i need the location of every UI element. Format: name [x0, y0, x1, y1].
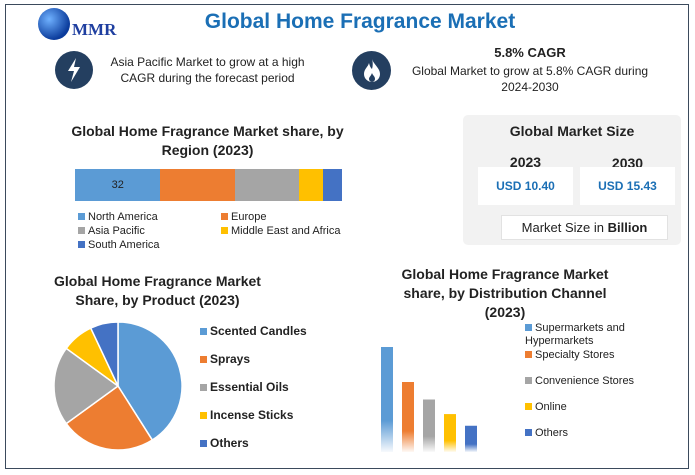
legend-swatch: [525, 429, 532, 436]
legend-label: Middle East and Africa: [231, 225, 341, 237]
distribution-chart-title: Global Home Fragrance Market share, by D…: [401, 266, 609, 320]
frame: [5, 4, 689, 469]
legend-item-incense-sticks: Incense Sticks: [200, 408, 307, 436]
legend-label: Others: [210, 436, 249, 450]
legend-swatch: [221, 213, 228, 220]
bar-online: [444, 414, 456, 452]
legend-swatch: [525, 351, 532, 358]
legend-swatch: [200, 412, 207, 419]
legend-swatch: [200, 328, 207, 335]
lightning-icon: [55, 51, 93, 89]
unit-bold: Billion: [607, 220, 648, 235]
flame-icon: [352, 51, 391, 90]
cagr-heading: 5.8% CAGR: [494, 45, 566, 60]
legend-swatch: [200, 440, 207, 447]
legend-label: Europe: [231, 211, 267, 223]
legend-label: Asia Pacific: [88, 225, 145, 237]
legend-item-specialty-stores: Specialty Stores: [525, 349, 665, 375]
legend-label: Supermarkets and Hypermarkets: [525, 322, 625, 347]
bar-segment-middle-east-and-africa: [299, 169, 324, 201]
legend-item-europe: Europe: [221, 211, 368, 223]
bar-others: [465, 425, 477, 452]
legend-label: Specialty Stores: [535, 349, 615, 361]
legend-item-south-america: South America: [78, 239, 221, 251]
legend-swatch: [200, 384, 207, 391]
legend-item-middle-east-and-africa: Middle East and Africa: [221, 225, 368, 237]
distribution-legend: Supermarkets and Hypermarkets Specialty S…: [525, 322, 665, 453]
pie-slice-essential-oils: [53, 347, 120, 425]
data-label: 32: [111, 179, 124, 191]
cagr-text: Global Market to grow at 5.8% CAGR durin…: [411, 64, 649, 94]
legend-label: Others: [535, 427, 569, 439]
legend-swatch: [78, 227, 85, 234]
bar-segment-north-america: 32: [75, 169, 161, 201]
bar-segment-south-america: [323, 169, 342, 201]
legend-swatch: [200, 356, 207, 363]
legend-item-scented-candles: Scented Candles: [200, 324, 307, 352]
bar-segment-asia-pacific: [235, 169, 300, 201]
legend-swatch: [525, 403, 532, 410]
legend-label: Online: [535, 401, 567, 413]
bar-specialty-stores: [402, 382, 414, 452]
legend-swatch: [221, 227, 228, 234]
legend-label: Incense Sticks: [210, 408, 294, 422]
legend-label: South America: [88, 239, 160, 251]
logo-text: MMR: [72, 20, 117, 39]
pie-slice-others: [89, 321, 119, 387]
region-stacked-bar: 32: [75, 169, 342, 201]
legend-label: Sprays: [210, 352, 251, 366]
globe-icon: [38, 8, 70, 40]
year-2023: 2023: [509, 154, 542, 170]
legend-item-convenience-stores: Convenience Stores: [525, 375, 665, 401]
value-2030: USD 15.43: [580, 167, 675, 205]
legend-swatch: [525, 377, 532, 384]
value-2023: USD 10.40: [478, 167, 573, 205]
legend-label: North America: [88, 211, 158, 223]
bar-segment-europe: [160, 169, 236, 201]
product-legend: Scented Candles Sprays Essential Oils Incen…: [200, 324, 307, 464]
legend-swatch: [78, 241, 85, 248]
legend-item-asia-pacific: Asia Pacific: [78, 225, 221, 237]
legend-item-online: Online: [525, 401, 665, 427]
page-title: Global Home Fragrance Market: [204, 10, 516, 33]
distribution-bar-chart: [381, 347, 477, 452]
unit-prefix: Market Size in: [521, 220, 608, 235]
legend-item-others: Others: [200, 436, 307, 464]
legend-item-essential-oils: Essential Oils: [200, 380, 307, 408]
legend-label: Scented Candles: [210, 324, 307, 338]
bar-convenience-stores: [423, 399, 435, 452]
market-size-title: Global Market Size: [509, 123, 635, 139]
legend-swatch: [78, 213, 85, 220]
mmr-logo: MMR: [32, 8, 116, 48]
legend-label: Essential Oils: [210, 380, 289, 394]
legend-item-supermarkets-and-hypermarkets: Supermarkets and Hypermarkets: [525, 322, 665, 349]
market-size-panel: Global Market Size 2023 2030 USD 10.40 U…: [463, 115, 681, 245]
region-chart-title: Global Home Fragrance Market share, by R…: [71, 123, 344, 158]
region-legend: North America Europe Asia Pacific Middle Ea…: [78, 211, 368, 251]
pie-slice-sprays: [65, 384, 154, 451]
product-chart-title: Global Home Fragrance Market Share, by P…: [54, 273, 261, 308]
unit-label: Market Size in Billion: [501, 215, 668, 240]
legend-item-north-america: North America: [78, 211, 221, 223]
legend-item-others: Others: [525, 427, 665, 453]
legend-swatch: [525, 324, 532, 331]
product-pie-chart: [53, 321, 183, 451]
legend-label: Convenience Stores: [535, 375, 635, 387]
bar-supermarkets-and-hypermarkets: [381, 347, 393, 452]
highlight-asia-pacific: Asia Pacific Market to grow at a high CA…: [110, 55, 305, 85]
legend-item-sprays: Sprays: [200, 352, 307, 380]
